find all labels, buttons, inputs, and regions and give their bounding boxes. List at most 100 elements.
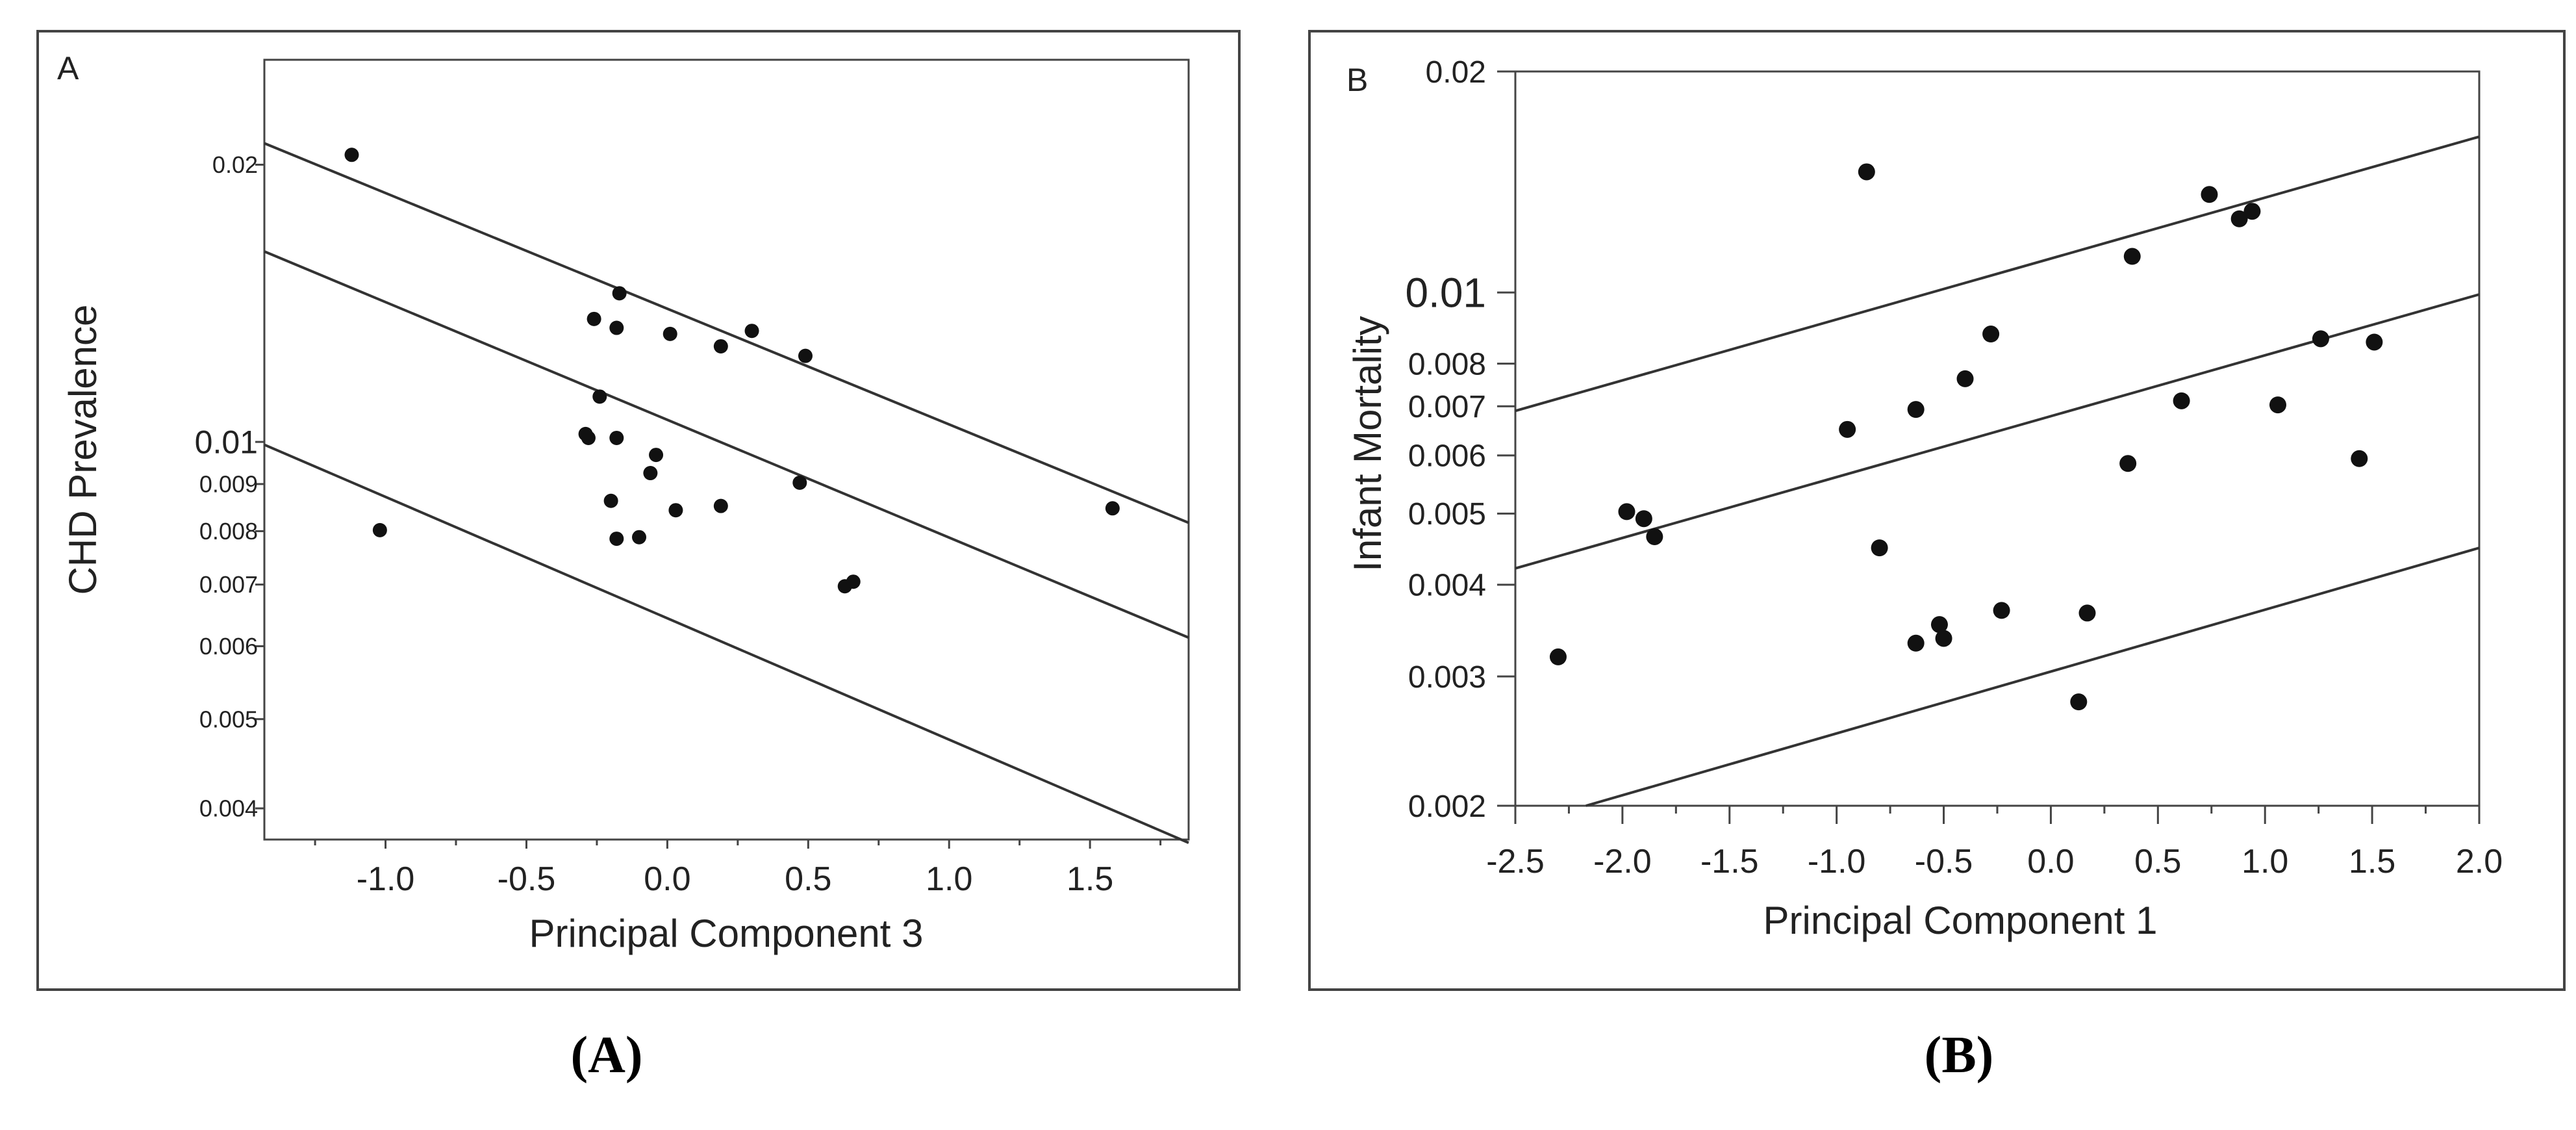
y-tick-label: 0.008 [1408,347,1486,381]
data-point [1105,501,1120,516]
data-point [846,574,861,589]
data-point [2312,330,2329,348]
regression-line-lower [1585,546,2480,807]
panel-b-letter: B [1346,62,1368,98]
y-tick-label: 0.006 [1408,439,1486,474]
panel-b-border [1308,30,2566,991]
panel-a-caption: (A) [570,1027,642,1084]
regression-line-fit [264,250,1189,639]
x-tick-label: -2.0 [1593,843,1652,880]
data-point [2243,203,2261,220]
regression-line-lower [264,443,1189,844]
data-point [2078,604,2096,622]
x-tick-label: 0.0 [2027,843,2074,880]
data-point [587,311,601,326]
data-point [1858,163,1875,181]
x-tick-label: 0.5 [785,860,831,898]
x-tick-label: 0.0 [644,860,690,898]
x-tick-label: -2.5 [1486,843,1545,880]
x-tick-label: 1.5 [1067,860,1113,898]
x-tick-label: -0.5 [498,860,556,898]
regression-line-upper [264,142,1189,524]
data-point [2123,248,2141,265]
data-point [649,448,664,463]
y-tick-label: 0.005 [199,706,258,732]
x-tick-label: 1.0 [926,860,972,898]
data-point [798,348,813,363]
x-tick-label: -1.0 [1808,843,1866,880]
regression-line-upper [1515,135,2480,413]
data-point [744,324,759,339]
data-point [2366,333,2383,351]
y-tick-label: 0.01 [1405,270,1486,316]
y-tick-label: 0.01 [195,424,258,461]
data-point [663,326,677,341]
data-point [1935,630,1952,647]
data-point [632,530,647,545]
data-point [2269,396,2287,414]
data-point [344,148,359,162]
x-tick-label: 1.0 [2241,843,2288,880]
panel-a-x-axis-label: Principal Component 3 [529,912,923,955]
data-point [1549,648,1567,665]
data-point [609,532,624,546]
panel-a: A CHD Prevalence Principal Component 3 -… [36,30,1241,1084]
panel-b-caption: (B) [1925,1027,1994,1084]
data-point [592,389,607,404]
panel-a-regression-lines [264,142,1189,844]
data-point [612,286,627,301]
y-tick-label: 0.009 [199,471,258,498]
y-tick-label: 0.003 [1408,660,1486,695]
panel-a-x-ticks: -1.0 -0.5 0.0 0.5 1.0 1.5 [314,840,1162,898]
y-tick-label: 0.002 [1408,790,1486,824]
data-point [1956,370,1974,387]
data-point [1993,602,2010,619]
panel-b-x-axis-label: Principal Component 1 [1763,899,2157,942]
data-point [1907,634,1925,652]
panel-a-plot-frame [263,58,1190,841]
data-point [2230,210,2248,227]
y-tick-label: 0.006 [199,633,258,660]
data-point [1839,420,1856,438]
data-point [2351,450,2368,467]
y-tick-label: 0.007 [199,571,258,598]
data-point [603,493,618,508]
panel-b: B Infant Mortality Principal Component 1… [1308,30,2566,1084]
data-point [713,498,728,513]
data-point [578,426,593,441]
data-point [1930,616,1948,634]
data-point [668,503,683,518]
y-tick-label: 0.005 [1408,497,1486,532]
panel-b-points [1549,163,2383,711]
panel-a-letter: A [57,50,79,86]
y-tick-label: 0.02 [212,151,258,178]
data-point [2070,693,2088,711]
data-point [1982,326,2000,343]
panel-b-y-axis-label: Infant Mortality [1346,316,1389,572]
data-point [1635,510,1652,528]
y-tick-label: 0.008 [199,518,258,545]
data-point [609,320,624,335]
x-tick-label: -1.5 [1700,843,1759,880]
x-tick-label: 2.0 [2456,843,2503,880]
data-point [2119,455,2137,472]
x-tick-label: -0.5 [1915,843,1973,880]
data-point [2173,392,2190,409]
panel-a-y-ticks: 0.004 0.005 0.006 0.007 0.008 0.009 0.01 0.02 [195,151,264,822]
x-tick-label: 1.5 [2349,843,2395,880]
data-point [372,522,387,537]
panel-b-x-ticks: -2.5 -2.0 -1.5 -1.0 -0.5 0.0 0.5 1.0 1.5 2.0 [1486,806,2503,880]
data-point [1618,503,1635,520]
data-point [2201,186,2218,203]
panel-a-y-axis-label: CHD Prevalence [61,305,105,595]
y-tick-label: 0.004 [199,795,258,822]
panel-b-y-ticks: 0.002 0.003 0.004 0.005 0.006 0.007 0.008 0.01 0… [1405,55,1515,824]
data-point [1646,528,1663,545]
data-point [1907,401,1925,418]
data-point [792,475,807,490]
y-tick-label: 0.02 [1426,55,1486,90]
data-point [643,466,658,481]
panel-a-border [36,30,1241,991]
data-point [1871,539,1888,557]
